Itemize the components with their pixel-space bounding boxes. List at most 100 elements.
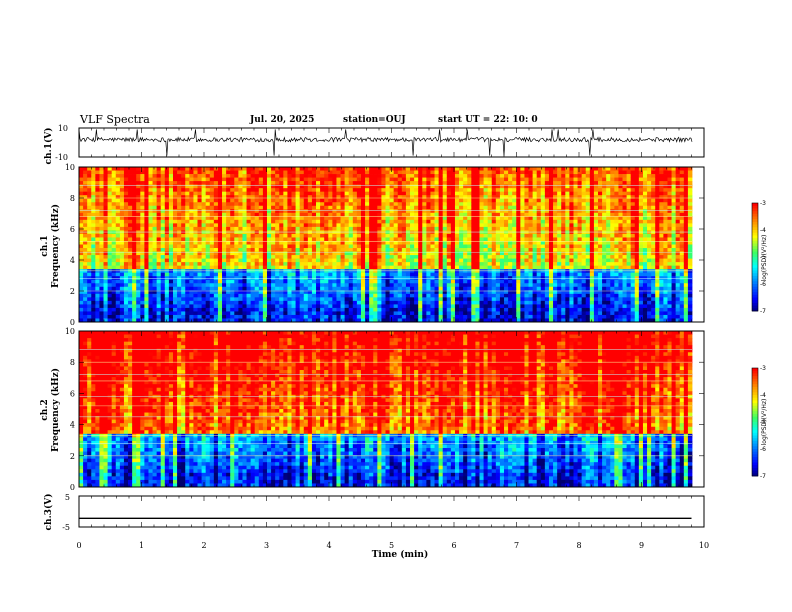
- spectrogram-cell: [287, 177, 292, 182]
- spectrogram-cell: [234, 251, 239, 256]
- spectrogram-cell: [405, 286, 411, 291]
- spectrogram-cell: [205, 195, 211, 200]
- spectrogram-cell: [279, 167, 284, 171]
- spectrogram-cell: [197, 237, 202, 242]
- spectrogram-cell: [222, 311, 227, 316]
- spectrogram-cell: [381, 314, 386, 319]
- spectrogram-cell: [332, 202, 337, 207]
- spectrogram-cell: [83, 223, 88, 228]
- spectrogram-cell: [119, 212, 125, 217]
- spectrogram-cell: [495, 293, 501, 298]
- spectrogram-cell: [360, 219, 366, 224]
- spectrogram-cell: [360, 191, 366, 196]
- spectrogram-cell: [454, 318, 460, 323]
- spectrogram-cell: [389, 177, 395, 182]
- spectrogram-cell: [213, 283, 219, 288]
- spectrogram-cell: [495, 265, 501, 270]
- spectrogram-cell: [316, 237, 321, 242]
- spectrogram-cell: [397, 244, 403, 249]
- spectrogram-cell: [189, 181, 194, 186]
- spectrogram-cell: [446, 177, 452, 182]
- spectrogram-cell: [463, 198, 468, 203]
- spectrogram-cell: [467, 279, 472, 284]
- spectrogram-cell: [205, 244, 211, 249]
- spectrogram-cell: [287, 167, 292, 171]
- spectrogram-cell: [148, 286, 153, 291]
- spectrogram-cell: [271, 198, 276, 203]
- spectrogram-cell: [222, 304, 227, 309]
- spectrogram-cell: [475, 184, 480, 189]
- spectrogram-cell: [119, 255, 125, 259]
- spectrogram-cell: [430, 276, 435, 281]
- spectrogram-cell: [369, 181, 374, 186]
- spectrogram-cell: [262, 184, 268, 189]
- header-station: station=OUJ: [343, 115, 406, 125]
- spectrogram-cell: [418, 167, 423, 171]
- spectrogram-cell: [410, 174, 415, 178]
- spectrogram-cell: [504, 248, 509, 252]
- spectrogram-cell: [222, 293, 227, 298]
- spectrogram-cell: [205, 276, 211, 281]
- spectrogram-cell: [226, 205, 231, 210]
- spectrogram-cell: [246, 216, 252, 221]
- spectrogram-cell: [475, 318, 480, 323]
- spectrogram-cell: [242, 184, 247, 189]
- spectrogram-cell: [434, 226, 440, 231]
- spectrogram-cell: [217, 209, 223, 214]
- spectrogram-cell: [487, 307, 493, 312]
- spectrogram-cell: [115, 223, 121, 228]
- spectrogram-cell: [459, 293, 464, 298]
- spectrogram-cell: [299, 314, 305, 319]
- spectrogram-cell: [258, 202, 264, 207]
- spectrogram-cell: [168, 276, 174, 281]
- spectrogram-cell: [495, 248, 501, 252]
- spectrogram-cell: [385, 170, 390, 175]
- spectrogram-cell: [495, 255, 501, 259]
- spectrogram-cell: [181, 276, 186, 281]
- spectrogram-cell: [495, 188, 501, 193]
- spectrogram-cell: [279, 226, 284, 231]
- spectrogram-cell: [499, 188, 505, 193]
- spectrogram-cell: [201, 265, 207, 270]
- spectrogram-cell: [279, 195, 284, 200]
- spectrogram-cell: [459, 318, 464, 323]
- spectrogram-cell: [172, 314, 178, 319]
- spectrogram-cell: [119, 188, 125, 193]
- spectrogram-cell: [250, 219, 256, 224]
- spectrogram-cell: [152, 202, 158, 207]
- spectrogram-cell: [123, 297, 129, 302]
- spectrogram-cell: [291, 219, 296, 224]
- spectrogram-cell: [156, 311, 162, 316]
- spectrogram-cell: [508, 209, 513, 214]
- spectrogram-cell: [189, 293, 194, 298]
- spectrogram-cell: [438, 262, 444, 267]
- spectrogram-cell: [405, 202, 411, 207]
- spectrogram-cell: [348, 262, 354, 267]
- spectrogram-cell: [128, 304, 133, 309]
- spectrogram-cell: [405, 276, 411, 281]
- spectrogram-cell: [504, 219, 509, 224]
- spectrogram-cell: [410, 167, 415, 171]
- spectrogram-cell: [115, 290, 121, 295]
- spectrogram-cell: [348, 293, 354, 298]
- spectrogram-cell: [508, 198, 513, 203]
- spectrogram-cell: [107, 290, 113, 295]
- spectrogram-cell: [311, 248, 317, 252]
- spectrogram-cell: [463, 202, 468, 207]
- spectrogram-cell: [450, 283, 456, 288]
- spectrogram-cell: [401, 188, 407, 193]
- ch1-waveform-panel: 10-10: [55, 124, 705, 162]
- spectrogram-cell: [434, 219, 440, 224]
- spectrogram-cell: [181, 314, 186, 319]
- spectrogram-cell: [168, 248, 174, 252]
- spectrogram-cell: [103, 233, 109, 238]
- spectrogram-cell: [336, 244, 341, 249]
- spectrogram-cell: [434, 202, 440, 207]
- spectrogram-cell: [91, 272, 96, 277]
- spectrogram-cell: [381, 188, 386, 193]
- spectrogram-cell: [446, 258, 452, 263]
- spectrogram-cell: [479, 293, 484, 298]
- spectrogram-cell: [295, 244, 301, 249]
- spectrogram-cell: [397, 304, 403, 309]
- spectrogram-cell: [181, 223, 186, 228]
